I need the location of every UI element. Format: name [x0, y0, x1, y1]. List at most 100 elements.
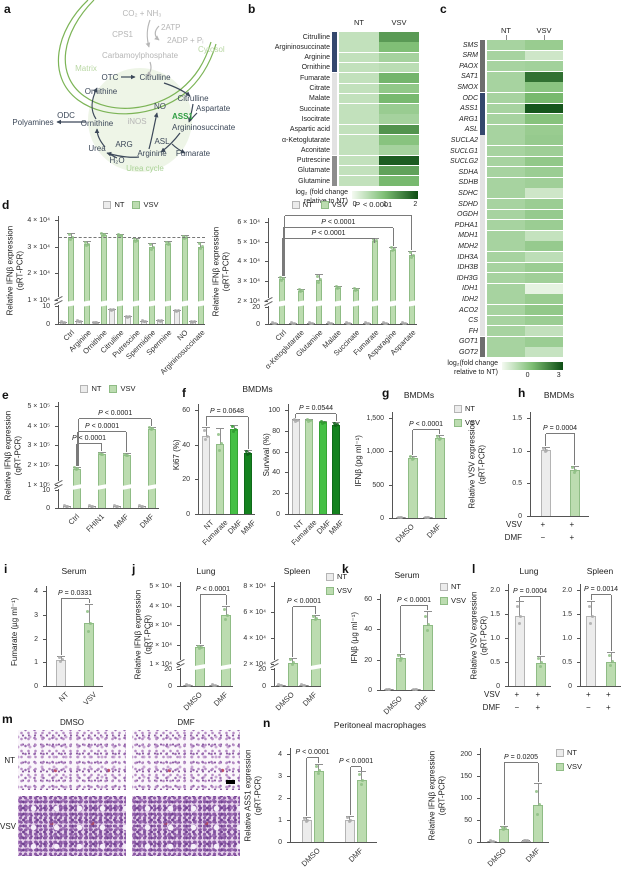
label-2adp-pi: 2ADP + Pᵢ: [167, 36, 203, 45]
data-point-dot: [117, 234, 121, 238]
data-point-dot: [168, 241, 172, 245]
data-point-dot: [278, 683, 282, 687]
y-tick-mark: [285, 430, 288, 432]
data-point-dot: [538, 664, 542, 668]
data-point-dot: [216, 432, 220, 436]
y-tick-mark: [55, 484, 58, 486]
panel-letter-l: l: [472, 562, 476, 576]
data-point-dot: [319, 278, 323, 282]
x-label-text: DMSO: [181, 690, 204, 713]
panel-letter-m: m: [2, 712, 13, 726]
pvalue-bracket: P < 0.0001: [77, 423, 127, 467]
heatmap-cell: [339, 124, 379, 135]
bar-nt: [291, 420, 300, 514]
data-point-dot: [290, 662, 294, 666]
row-label: MDH1: [458, 232, 478, 240]
y-tick-label: 1.0: [562, 635, 572, 642]
data-point-dot: [525, 839, 529, 843]
data-point-dot: [401, 321, 405, 325]
bar-axis-break-gap: [371, 300, 378, 307]
data-point-dot: [358, 772, 362, 776]
pvalue-text: P < 0.0001: [339, 758, 374, 766]
pvalue-text: P < 0.0001: [85, 423, 120, 431]
data-point-dot: [198, 646, 202, 650]
chart-d-metabolite-supplement-2: Relative IFNβ expression (qRT-PCR) Ctrl α-…: [211, 200, 420, 380]
category-band: [332, 155, 337, 186]
heatmap-cell: [487, 114, 525, 124]
y-tick-label: 1 × 10⁴: [27, 297, 50, 305]
y-tick-mark: [265, 241, 268, 243]
data-point-dot: [385, 321, 389, 325]
data-point-dot: [359, 783, 363, 787]
bar-axis-break-gap: [221, 663, 231, 670]
data-point-dot: [364, 321, 368, 325]
category-band: [480, 135, 485, 336]
pvalue-bracket-right: [150, 419, 152, 426]
data-point-dot: [149, 243, 153, 247]
chart-e-inhibitors: Relative IFNβ expression (qRT-PCR) Ctrl FH…: [3, 384, 164, 562]
y-tick-label: 0: [262, 683, 266, 690]
pvalue-text: P < 0.0001: [396, 597, 432, 605]
chart-d-metabolite-supplement-1: Relative IFNβ expression (qRT-PCR) Ctrl Ar…: [5, 200, 208, 380]
histology-row-label-vsv: VSV: [0, 822, 17, 831]
x-label-text: MMF: [112, 512, 131, 531]
y-tick-label: 40: [364, 626, 372, 634]
category-band: [480, 336, 485, 358]
heatmap-cell: [525, 40, 563, 50]
bar-vsv: [221, 615, 231, 686]
bar-vsv: [313, 770, 324, 842]
histology-image-nt-dmf: [132, 730, 240, 790]
pvalue-bracket-right: [537, 762, 539, 783]
bar-axis-break-gap: [122, 484, 131, 490]
data-point-dot: [316, 275, 320, 279]
bar-nt: [301, 820, 312, 842]
data-point-dot: [388, 687, 392, 691]
legend-swatch-nt: [80, 384, 89, 393]
row-label: GOT1: [458, 338, 478, 346]
legend: NT VSV: [326, 572, 352, 595]
y-tick-mark: [55, 489, 58, 491]
data-point-dot: [101, 452, 105, 456]
data-point-dot: [60, 658, 64, 662]
y-tick-mark: [577, 614, 580, 615]
plot-area: DMSO DMF P < 0.0001: [176, 582, 233, 712]
y-tick-label: 50: [464, 817, 472, 824]
y-tick-mark: [377, 599, 380, 600]
row-label: Putrescine: [296, 157, 330, 165]
pvalue-bracket: [284, 215, 413, 276]
bar-vsv: [133, 240, 139, 324]
error-bar: [216, 428, 224, 445]
data-point-dot: [590, 614, 594, 618]
legend-label: VSV: [143, 200, 159, 209]
row-label: SUCLA2: [450, 136, 478, 144]
data-point-dot: [519, 614, 523, 618]
data-point-dot: [274, 321, 278, 325]
bar-axis-break-gap: [97, 484, 106, 490]
colorbar-tick: 3: [556, 372, 561, 379]
data-point-dot: [348, 321, 352, 325]
y-tick-mark: [271, 638, 274, 639]
y-tick-mark: [285, 410, 288, 411]
pvalue-bracket-left: [284, 216, 286, 276]
bar-vsv: [407, 458, 418, 518]
data-point-dot: [391, 249, 395, 253]
y-tick-mark: [177, 664, 180, 665]
data-point-dot: [292, 417, 296, 421]
y-tick-label: 1.5: [562, 611, 572, 618]
label-ass1: ASS1: [172, 112, 193, 121]
data-point-dot: [409, 255, 413, 259]
pvalue-bracket-left: [350, 767, 352, 816]
chart-f-survival: Survival (%) NT Fumarate DMF MMF P = 0.0544 0 2…: [258, 392, 346, 560]
plot-area: Ctrl FHIN1 MMF DMF P < 0.0001 P < 0.0001 P < 0…: [54, 402, 159, 534]
label-aspartate: Aspartate: [196, 104, 231, 113]
plot-area: Ctrl Arginine Ornithine Citrulline Putrescin…: [54, 216, 206, 376]
data-point-dot: [537, 657, 541, 661]
row-label: Succinate: [299, 105, 330, 113]
row-label: SDHB: [458, 179, 478, 187]
y-tick-label: 0: [518, 513, 522, 520]
data-point-dot: [354, 288, 358, 292]
data-point-dot: [64, 504, 68, 508]
y-tick-mark: [505, 590, 508, 591]
bar-axis-break-gap: [334, 300, 341, 307]
legend: NT VSV: [454, 404, 480, 427]
